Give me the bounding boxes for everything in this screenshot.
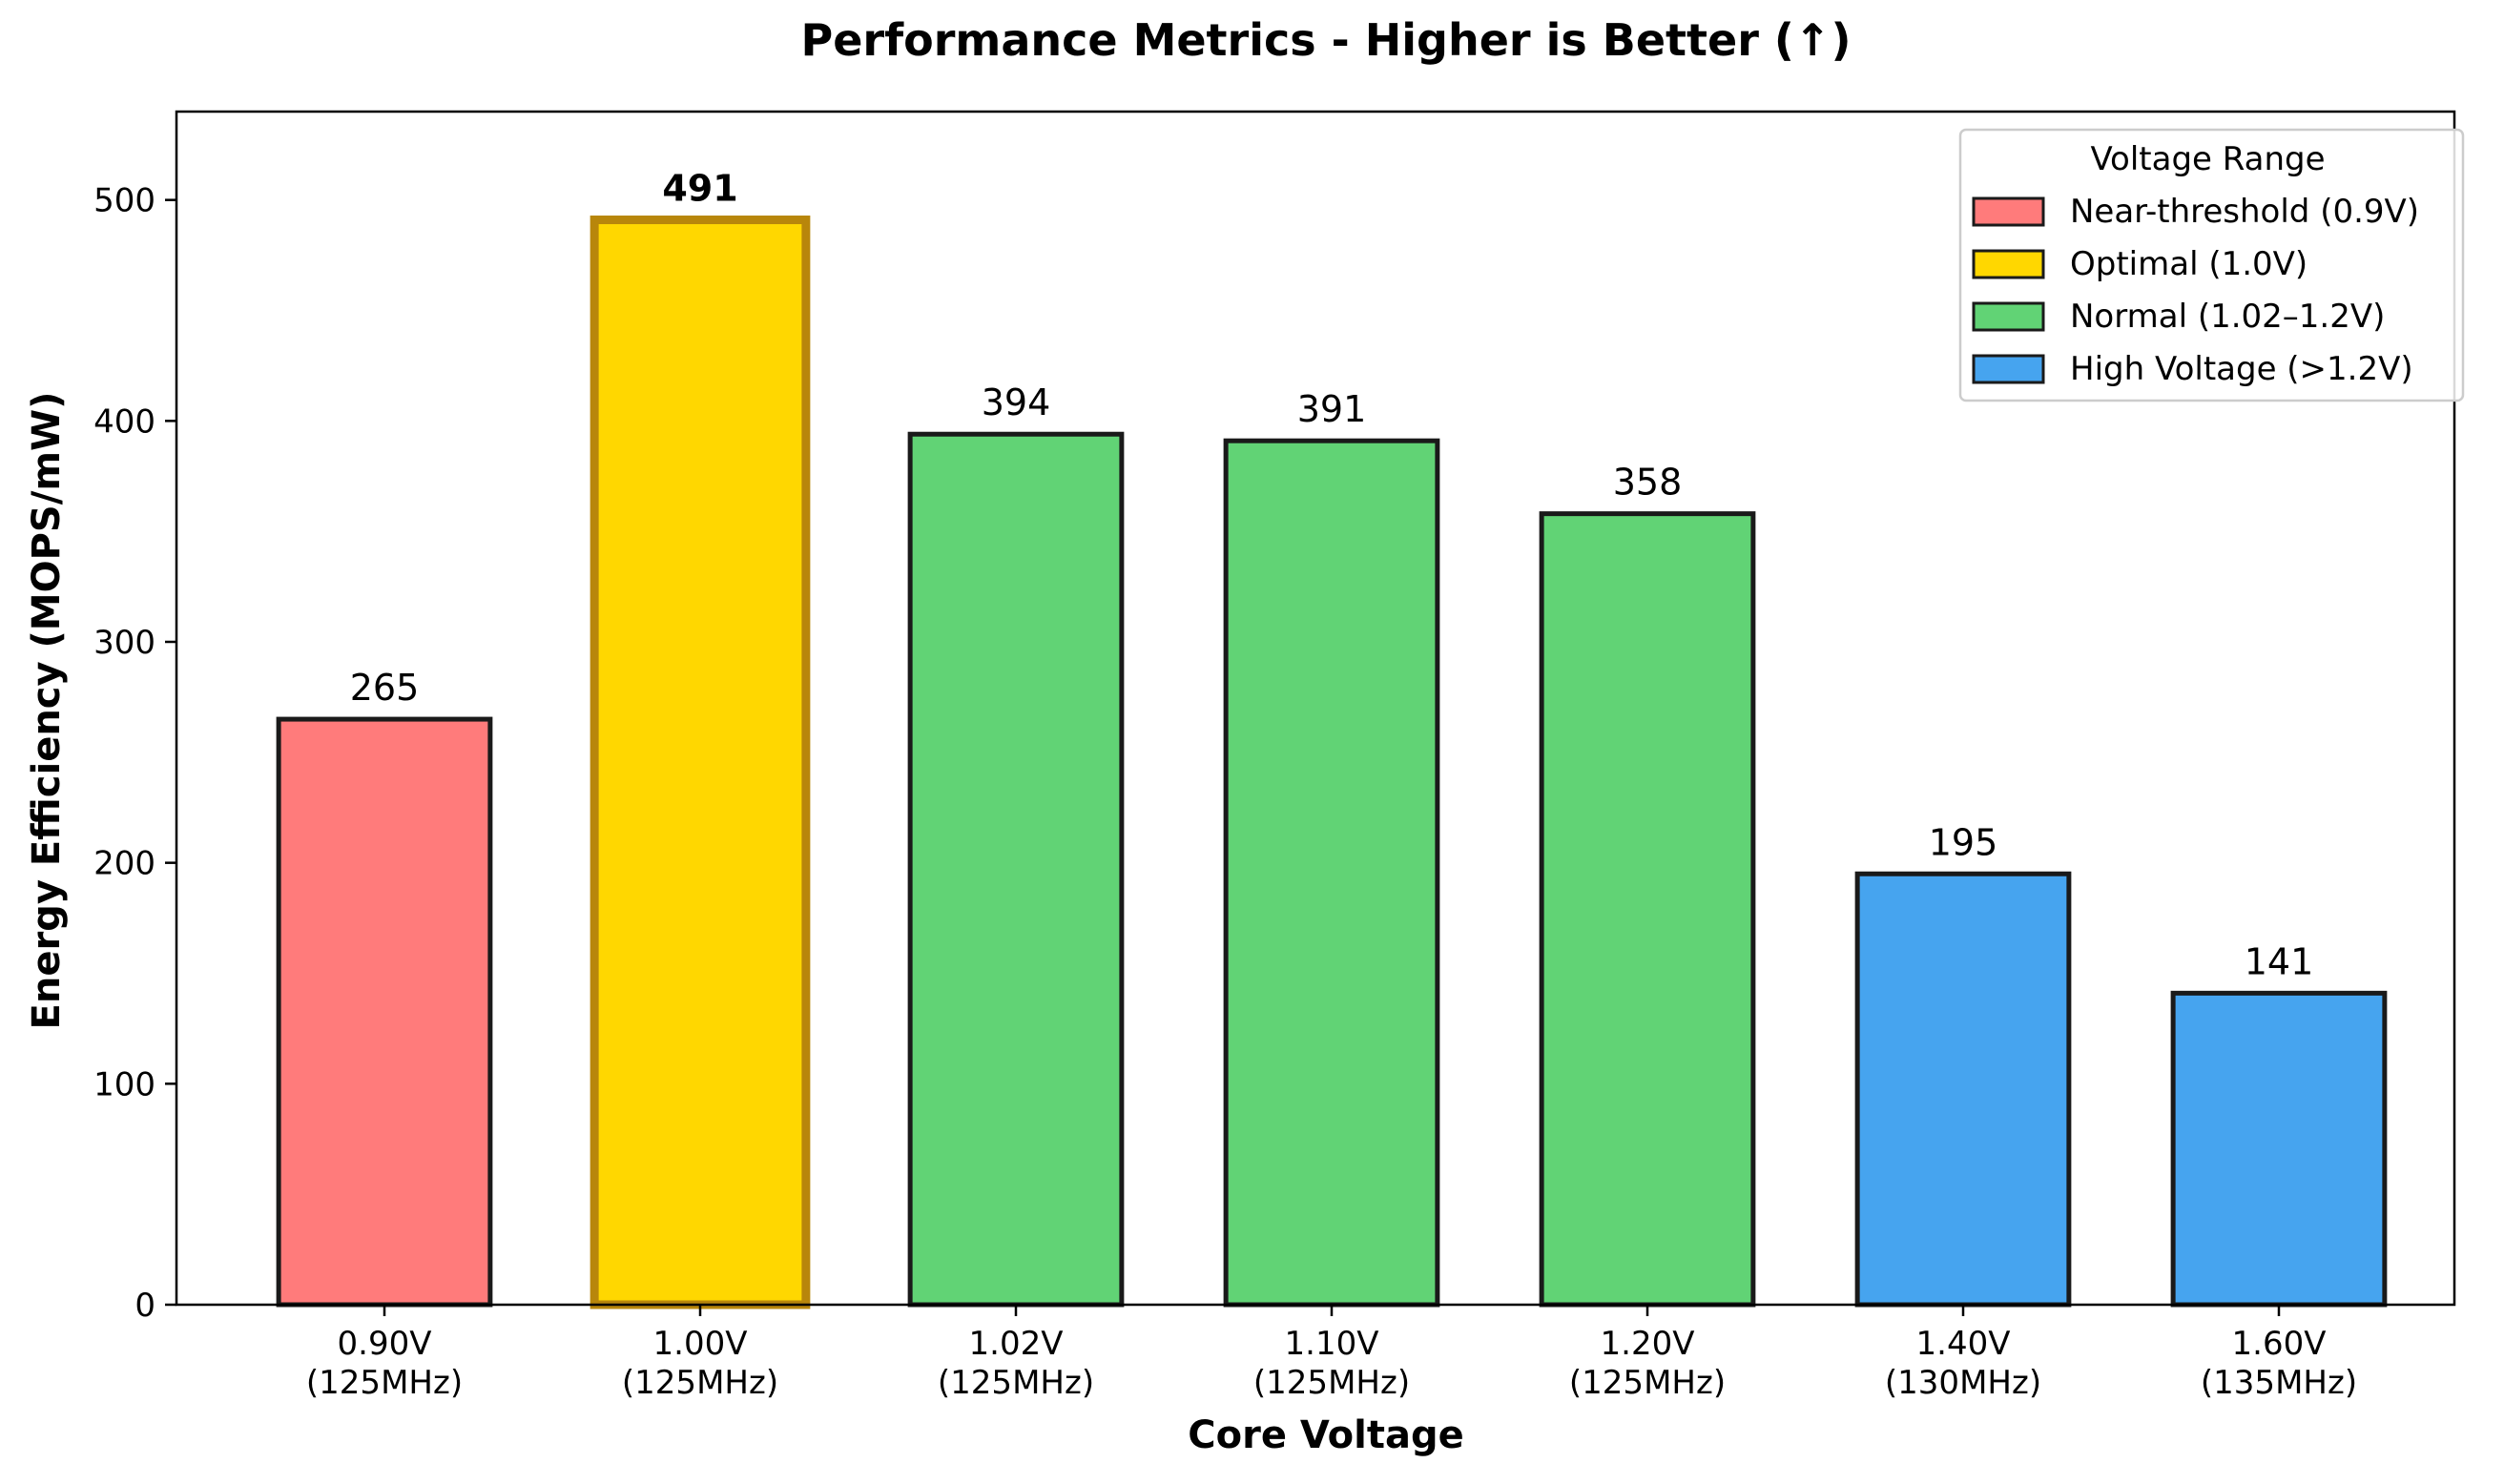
legend-box [1958,128,2465,402]
y-tick-label: 500 [93,182,155,220]
value-label: 141 [2245,940,2314,982]
x-tick-label: (130MHz) [1885,1364,2041,1402]
y-axis-label: Energy Efficiency (MOPS/mW) [25,392,69,1030]
bar [907,431,1125,1308]
axes-frame [175,110,2456,1307]
chart-title: Performance Metrics - Higher is Better (… [800,14,1851,66]
value-label: 195 [1929,821,1998,863]
value-label: 394 [982,381,1051,423]
value-label: 491 [662,168,737,210]
plot-area: 2650.90V(125MHz)4911.00V(125MHz)3941.02V… [93,110,2456,1402]
bar [590,216,811,1309]
x-tick-label: (125MHz) [938,1364,1094,1402]
x-tick-label: 0.90V [338,1325,432,1363]
legend-label: Near-threshold (0.9V) [2070,193,2419,231]
y-tick-label: 300 [93,624,155,662]
x-tick-label: 1.20V [1601,1325,1695,1363]
bar [2170,990,2388,1308]
y-tick-label: 400 [93,402,155,441]
x-axis-label: Core Voltage [1188,1413,1463,1457]
x-tick-label: (125MHz) [1253,1364,1410,1402]
legend-label: High Voltage (>1.2V) [2070,350,2413,388]
bar [1223,438,1440,1308]
y-tick-label: 100 [93,1065,155,1103]
y-tick-label: 200 [93,845,155,883]
legend-swatch [1972,249,2045,279]
x-tick-label: 1.60V [2232,1325,2327,1363]
bar [1539,511,1756,1308]
x-tick-label: 1.02V [969,1325,1064,1363]
legend-label: Normal (1.02–1.2V) [2070,298,2385,336]
legend-swatch [1972,196,2045,227]
legend-swatch [1972,354,2045,384]
bar [276,716,493,1308]
value-label: 391 [1297,388,1367,430]
x-tick-label: (125MHz) [306,1364,463,1402]
bar [1854,871,2072,1308]
x-tick-label: 1.00V [653,1325,748,1363]
value-label: 358 [1613,462,1683,504]
legend-title: Voltage Range [2090,140,2325,178]
x-tick-label: 1.40V [1916,1325,2011,1363]
legend: Voltage Range Near-threshold (0.9V) Optima… [1958,128,2465,402]
x-tick-label: (125MHz) [1569,1364,1726,1402]
y-tick-label: 0 [135,1287,155,1325]
legend-label: Optimal (1.0V) [2070,245,2307,283]
value-label: 265 [350,667,420,709]
x-tick-label: 1.10V [1285,1325,1379,1363]
x-tick-label: (125MHz) [622,1364,778,1402]
legend-swatch [1972,301,2045,332]
x-tick-label: (135MHz) [2201,1364,2357,1402]
